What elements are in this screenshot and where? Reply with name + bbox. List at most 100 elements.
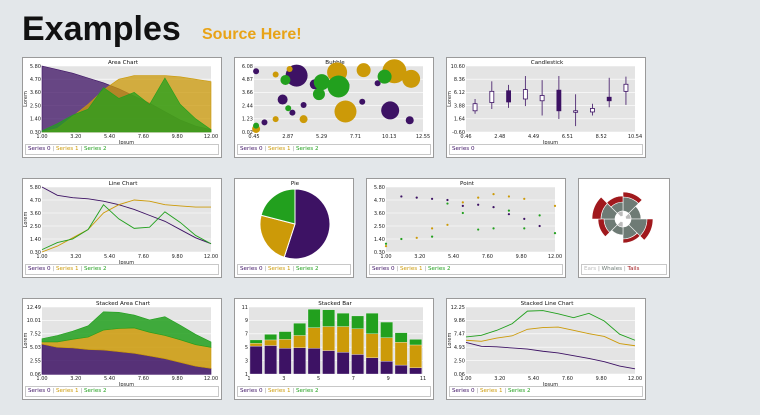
- y-tick-label: 0.30: [374, 250, 385, 256]
- x-tick-label: 5.40: [104, 134, 115, 140]
- chart-title: Stacked Bar: [318, 301, 352, 307]
- y-tick-label: 5.03: [30, 345, 41, 351]
- stacked-line-series-2: [465, 310, 636, 341]
- legend-item[interactable]: Series 2: [428, 266, 451, 272]
- chart-title: Line Chart: [109, 181, 139, 187]
- rose-segment: [616, 220, 624, 228]
- area-chart-plot: Area Chart 0.30 1.40 2.50 3.60 4.70 5.80 1.00 3.…: [23, 60, 218, 146]
- legend-item[interactable]: Series 0: [240, 266, 263, 272]
- y-tick-label: 2.50: [454, 358, 465, 364]
- legend-item[interactable]: Series 0: [372, 266, 395, 272]
- legend-separator: |: [596, 266, 602, 272]
- x-tick-label: 1.00: [460, 376, 471, 382]
- legend-item[interactable]: Series 1: [400, 266, 423, 272]
- y-axis-label: Lorem: [23, 212, 29, 228]
- stacked-bar-segment: [307, 327, 321, 349]
- pie-chart-legend: Series 0 | Series 1 | Series 2: [237, 264, 351, 275]
- x-tick-label: 3.20: [494, 376, 505, 382]
- x-tick-label: 9.80: [172, 376, 183, 382]
- legend-item[interactable]: Series 1: [268, 266, 291, 272]
- scatter-point: [553, 204, 557, 208]
- source-link[interactable]: Source Here!: [202, 26, 302, 43]
- bubble-point: [299, 115, 308, 124]
- bubble-point: [334, 100, 357, 123]
- stacked-bar-segment: [394, 342, 408, 366]
- legend-item[interactable]: Series 0: [28, 266, 51, 272]
- y-tick-label: 3.60: [374, 211, 385, 217]
- legend-separator: |: [78, 146, 84, 152]
- legend-item[interactable]: Series 1: [268, 146, 291, 152]
- legend-item[interactable]: Series 2: [296, 146, 319, 152]
- bubble-chart-legend: Series 0 | Series 1 | Series 2: [237, 144, 431, 155]
- candle-body: [590, 108, 595, 113]
- y-tick-label: 3.60: [30, 211, 41, 217]
- legend-separator: |: [262, 266, 268, 272]
- rose-segment: [639, 218, 654, 241]
- y-tick-label: 9: [245, 318, 248, 324]
- x-tick-label: 7.60: [562, 376, 573, 382]
- rose-segment: [616, 210, 624, 218]
- y-axis-label: Lorem: [23, 91, 29, 107]
- legend-item[interactable]: Series 2: [296, 266, 319, 272]
- legend-item[interactable]: Series 2: [84, 266, 107, 272]
- legend-separator: |: [474, 388, 480, 394]
- y-tick-label: 0.02: [242, 130, 253, 136]
- legend-item[interactable]: Series 0: [28, 388, 51, 394]
- point-chart-plot: Point 0.30 1.40 2.50 3.60 4.70 5.80 1.00 3.20 5.4…: [374, 181, 562, 260]
- candle-body: [556, 89, 562, 112]
- point-chart-legend: Series 0 | Series 1 | Series 2: [369, 264, 563, 275]
- legend-item[interactable]: Series 2: [84, 146, 107, 152]
- y-tick-label: 4.87: [242, 77, 253, 83]
- legend-item[interactable]: Series 1: [480, 388, 503, 394]
- legend-item[interactable]: Series 0: [452, 388, 475, 394]
- point-chart-card: Point 0.30 1.40 2.50 3.60 4.70 5.80 1.00 3.20 5.4…: [366, 178, 566, 278]
- legend-item[interactable]: Series 1: [56, 266, 79, 272]
- x-tick-label: 9.80: [516, 254, 527, 260]
- legend-separator: |: [50, 266, 56, 272]
- legend-item[interactable]: Ears: [584, 266, 597, 272]
- bubble-point: [327, 75, 350, 98]
- bubble-point: [277, 94, 288, 105]
- x-tick-label: 5.40: [448, 254, 459, 260]
- line-chart-card: Line Chart 0.30 1.40 2.50 3.60 4.70 5.80 1.00 3.…: [22, 178, 222, 278]
- legend-item[interactable]: Series 2: [84, 388, 107, 394]
- bubble-point: [359, 98, 366, 105]
- y-tick-label: 7.47: [454, 332, 465, 338]
- x-axis-label: Ipsum: [119, 140, 134, 146]
- legend-separator: |: [290, 388, 296, 394]
- x-tick-label: 1.00: [36, 376, 47, 382]
- legend-item[interactable]: Series 0: [28, 146, 51, 152]
- bubble-point: [286, 66, 293, 73]
- stacked-line-chart-legend: Series 0 | Series 1 | Series 2: [449, 386, 643, 397]
- rose-chart-legend: Ears | Whales | Tails: [581, 264, 667, 275]
- y-tick-label: 1.40: [30, 117, 41, 123]
- y-axis-label: Lorem: [23, 333, 29, 349]
- rose-segment: [591, 196, 608, 220]
- stacked-bar-segment: [394, 364, 408, 375]
- legend-separator: |: [502, 388, 508, 394]
- scatter-point: [446, 202, 449, 205]
- stacked-bar-segment: [322, 350, 335, 375]
- legend-item[interactable]: Series 1: [56, 388, 79, 394]
- legend-item[interactable]: Series 0: [240, 146, 263, 152]
- legend-item[interactable]: Tails: [627, 266, 640, 272]
- legend-item[interactable]: Series 1: [268, 388, 291, 394]
- x-tick-label: 3.20: [70, 254, 81, 260]
- legend-separator: |: [50, 146, 56, 152]
- legend-separator: |: [78, 388, 84, 394]
- legend-item[interactable]: Series 2: [508, 388, 531, 394]
- legend-item[interactable]: Series 0: [240, 388, 263, 394]
- stacked-bar-segment: [380, 337, 393, 362]
- chart-title: Stacked Area Chart: [96, 301, 151, 307]
- pie-slice: [283, 188, 331, 260]
- legend-item[interactable]: Series 2: [296, 388, 319, 394]
- legend-item[interactable]: Whales: [601, 266, 623, 272]
- scatter-point: [507, 195, 511, 198]
- y-tick-label: 12.49: [27, 305, 41, 311]
- legend-item[interactable]: Series 0: [452, 146, 475, 152]
- stacked-bar-segment: [409, 344, 422, 369]
- legend-item[interactable]: Series 1: [56, 146, 79, 152]
- legend-separator: |: [78, 266, 84, 272]
- scatter-point: [507, 213, 511, 216]
